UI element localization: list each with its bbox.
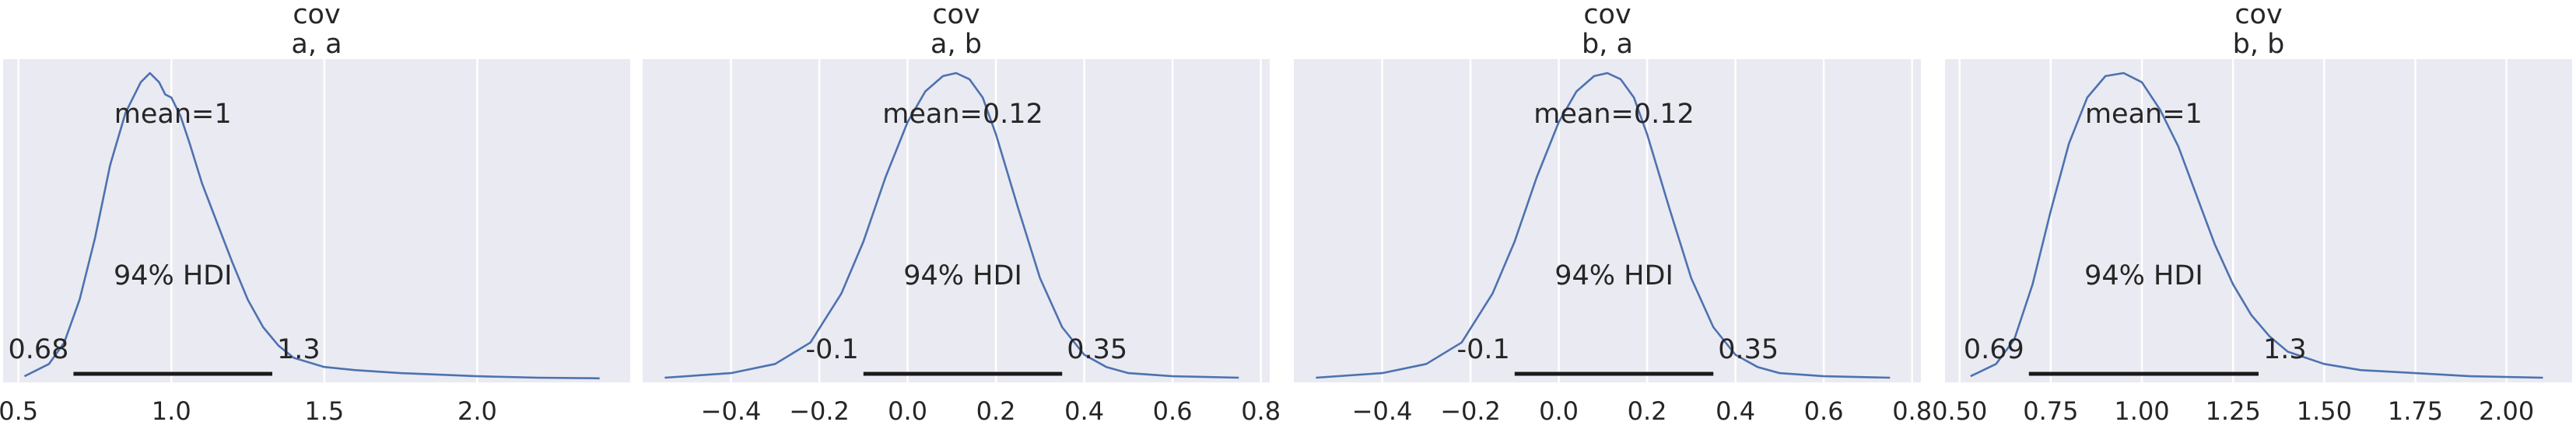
x-tick-label: 1.75 <box>2388 396 2443 426</box>
x-tick-label: 0.75 <box>2023 396 2078 426</box>
mean-label: mean=0.12 <box>882 99 1043 130</box>
hdi-lower-label: 0.68 <box>8 334 68 365</box>
x-tick-label: 1.5 <box>304 396 344 426</box>
panel-title: b, b <box>2233 29 2285 60</box>
x-tick-label: 1.0 <box>152 396 191 426</box>
x-tick-label: 0.8 <box>1892 396 1932 426</box>
density-curve <box>1970 72 2543 379</box>
hdi-lower-label: -0.1 <box>1457 334 1510 365</box>
x-tick-label: 0.8 <box>1241 396 1281 426</box>
hdi-upper-label: 1.3 <box>2263 334 2307 365</box>
panel-title: a, a <box>291 29 342 60</box>
plot-area <box>1945 59 2572 382</box>
x-tick-label: 1.00 <box>2114 396 2169 426</box>
density-curve <box>23 72 600 380</box>
x-tick-label: 0.6 <box>1153 396 1193 426</box>
hdi-label: 94% HDI <box>2084 260 2203 291</box>
x-tick-label: 0.5 <box>0 396 38 426</box>
plot-area <box>643 59 1270 382</box>
x-tick-label: 2.00 <box>2479 396 2534 426</box>
x-tick-label: 0.50 <box>1932 396 1987 426</box>
x-tick-label: 0.4 <box>1064 396 1104 426</box>
x-tick-label: 0.0 <box>888 396 927 426</box>
x-tick-label: 0.2 <box>976 396 1016 426</box>
x-tick-label: 1.50 <box>2297 396 2352 426</box>
hdi-label: 94% HDI <box>903 260 1022 291</box>
density-curve <box>664 72 1239 379</box>
hdi-label: 94% HDI <box>1554 260 1674 291</box>
x-tick-label: −0.4 <box>1352 396 1413 426</box>
hdi-upper-label: 0.35 <box>1718 334 1779 365</box>
panel-title: b, a <box>1582 29 1633 60</box>
plot-area <box>1294 59 1921 382</box>
x-tick-label: 0.2 <box>1628 396 1667 426</box>
x-tick-label: 0.4 <box>1716 396 1755 426</box>
panel-title: cov <box>1583 0 1631 30</box>
x-tick-label: −0.2 <box>789 396 850 426</box>
mean-label: mean=0.12 <box>1533 99 1695 130</box>
mean-label: mean=1 <box>2085 99 2203 130</box>
hdi-label: 94% HDI <box>114 260 233 291</box>
plot-area <box>3 59 630 382</box>
panel-title: cov <box>293 0 340 30</box>
x-tick-label: −0.4 <box>701 396 762 426</box>
hdi-lower-label: 0.69 <box>1964 334 2024 365</box>
panel-title: cov <box>2234 0 2282 30</box>
hdi-upper-label: 0.35 <box>1067 334 1127 365</box>
x-tick-label: 1.25 <box>2206 396 2261 426</box>
x-tick-label: 0.6 <box>1804 396 1844 426</box>
x-tick-label: 2.0 <box>457 396 497 426</box>
hdi-upper-label: 1.3 <box>277 334 321 365</box>
x-tick-label: 0.0 <box>1539 396 1579 426</box>
hdi-lower-label: -0.1 <box>806 334 859 365</box>
panel-title: cov <box>932 0 980 30</box>
x-tick-label: −0.2 <box>1440 396 1501 426</box>
density-curve <box>1316 72 1891 379</box>
mean-label: mean=1 <box>114 99 232 130</box>
panel-title: a, b <box>931 29 982 60</box>
